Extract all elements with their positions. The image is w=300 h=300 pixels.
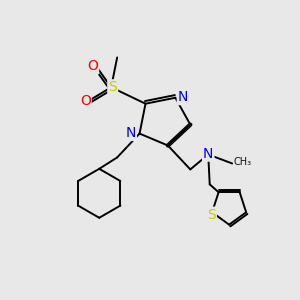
Text: S: S <box>108 80 117 94</box>
Text: O: O <box>87 59 98 74</box>
Text: CH₃: CH₃ <box>234 157 252 167</box>
Text: N: N <box>126 126 136 140</box>
Text: S: S <box>207 208 216 222</box>
Text: N: N <box>203 147 213 160</box>
Text: O: O <box>80 94 91 108</box>
Text: N: N <box>178 90 188 104</box>
